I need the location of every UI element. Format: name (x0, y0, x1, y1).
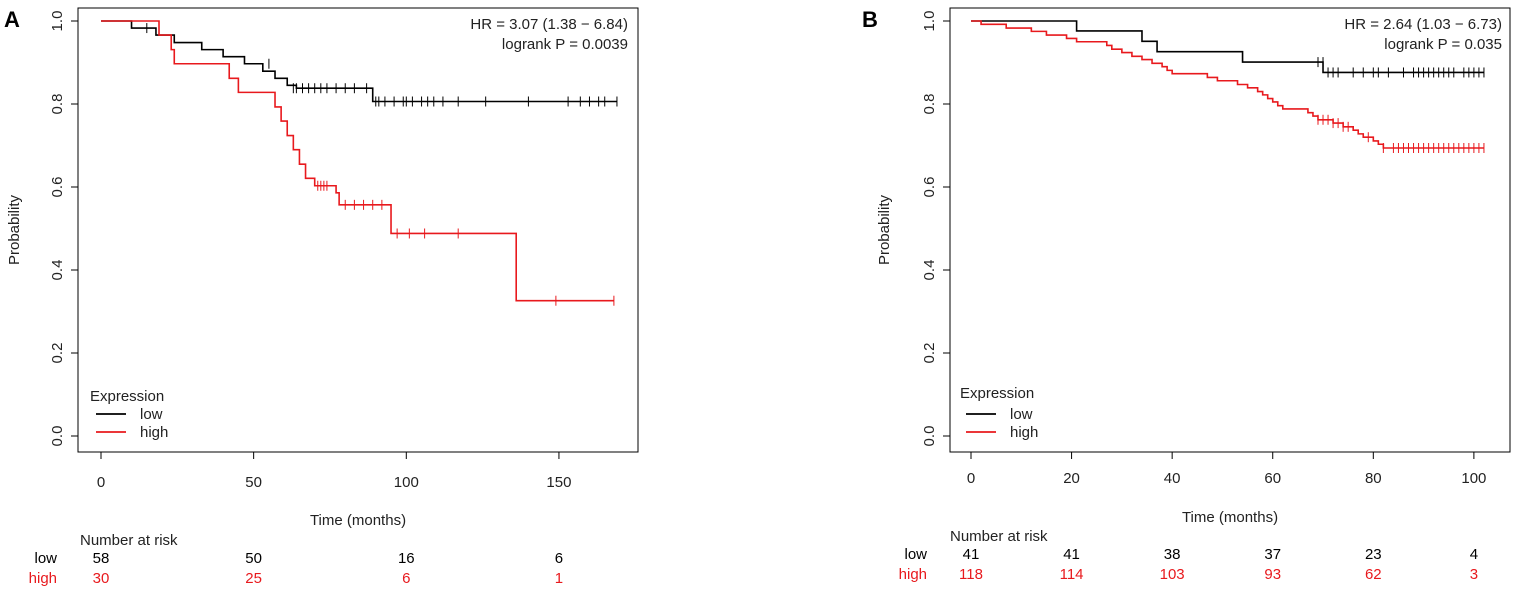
risk-value: 103 (1160, 566, 1185, 583)
risk-value: 3 (1470, 566, 1478, 583)
x-tick-label: 150 (546, 474, 571, 491)
y-tick-label: 0.6 (49, 177, 66, 198)
x-tick-label: 100 (1461, 470, 1486, 487)
risk-value: 50 (245, 550, 262, 567)
legend-entry-low: low (140, 406, 163, 423)
figure: A 0.0 0.2 0.4 0.6 0.8 1.0 0 50 100 150 Probability T… (0, 0, 1517, 589)
risk-value: 114 (1060, 566, 1084, 583)
risk-row-label-high: high (899, 566, 927, 583)
panel-letter: A (4, 7, 20, 32)
risk-value: 6 (402, 570, 410, 587)
risk-row-label-low: low (904, 546, 927, 563)
legend-entry-high: high (140, 424, 168, 441)
x-tick-label: 0 (967, 470, 975, 487)
risk-value: 41 (963, 546, 980, 563)
risk-value: 58 (93, 550, 110, 567)
y-axis-label: Probability (6, 194, 23, 265)
risk-value: 118 (959, 566, 983, 583)
survival-curve-low (101, 21, 617, 102)
x-axis-label: Time (months) (310, 512, 406, 529)
series-high (101, 21, 614, 306)
x-tick-label: 100 (394, 474, 419, 491)
risk-table-title: Number at risk (950, 528, 1048, 545)
risk-value: 1 (555, 570, 563, 587)
risk-value: 23 (1365, 546, 1382, 563)
risk-row-label-low: low (34, 550, 57, 567)
y-tick-label: 0.4 (921, 260, 938, 281)
panel-letter: B (862, 7, 878, 32)
y-axis-label: Probability (876, 194, 893, 265)
risk-table-title: Number at risk (80, 532, 178, 549)
logrank-annotation: logrank P = 0.035 (1384, 36, 1502, 53)
risk-value: 38 (1164, 546, 1181, 563)
legend-entry-low: low (1010, 406, 1033, 423)
y-tick-label: 0.8 (921, 94, 938, 115)
y-tick-label: 0.0 (49, 426, 66, 447)
risk-row-label-high: high (29, 570, 57, 587)
risk-value: 30 (93, 570, 110, 587)
legend-title: Expression (90, 388, 164, 405)
risk-value: 6 (555, 550, 563, 567)
y-tick-label: 0.4 (49, 260, 66, 281)
x-tick-label: 0 (97, 474, 105, 491)
y-tick-label: 1.0 (921, 11, 938, 32)
x-tick-label: 50 (245, 474, 262, 491)
panel-a: A0.00.20.40.60.81.00 50 100 150ProbabilityT… (4, 7, 638, 587)
plot-frame (78, 8, 638, 452)
legend-entry-high: high (1010, 424, 1038, 441)
y-tick-label: 0.2 (49, 343, 66, 364)
x-tick-label: 80 (1365, 470, 1382, 487)
x-tick-label: 60 (1264, 470, 1281, 487)
risk-value: 93 (1264, 566, 1281, 583)
risk-value: 62 (1365, 566, 1382, 583)
y-tick-label: 0.8 (49, 94, 66, 115)
y-tick-label: 0.2 (921, 343, 938, 364)
risk-value: 16 (398, 550, 415, 567)
x-tick-label: 20 (1063, 470, 1080, 487)
y-tick-label: 0.0 (921, 426, 938, 447)
panel-b: B 0.0 0.2 0.4 0.6 0.8 1.0 0 20 40 60 80 100 Probabili… (862, 7, 1510, 583)
x-tick-label: 40 (1164, 470, 1181, 487)
hazard-ratio-annotation: HR = 3.07 (1.38 − 6.84) (470, 16, 628, 33)
legend-title: Expression (960, 385, 1034, 402)
risk-value: 41 (1063, 546, 1080, 563)
hazard-ratio-annotation: HR = 2.64 (1.03 − 6.73) (1344, 16, 1502, 33)
y-tick-label: 0.6 (921, 177, 938, 198)
survival-curve-high (101, 21, 614, 301)
risk-value: 25 (245, 570, 262, 587)
y-tick-label: 1.0 (49, 11, 66, 32)
risk-value: 4 (1470, 546, 1478, 563)
risk-value: 37 (1264, 546, 1281, 563)
km-figure: A0.00.20.40.60.81.00 50 100 150ProbabilityT… (0, 0, 1517, 589)
risk-table: Number at risk low 58 50 16 6 high 30 25 6 1 (29, 532, 563, 587)
risk-table: Number at risk low 41 41 38 37 23 4 high 118 114 10… (899, 528, 1478, 583)
x-axis-label: Time (months) (1182, 509, 1278, 526)
logrank-annotation: logrank P = 0.0039 (502, 36, 628, 53)
